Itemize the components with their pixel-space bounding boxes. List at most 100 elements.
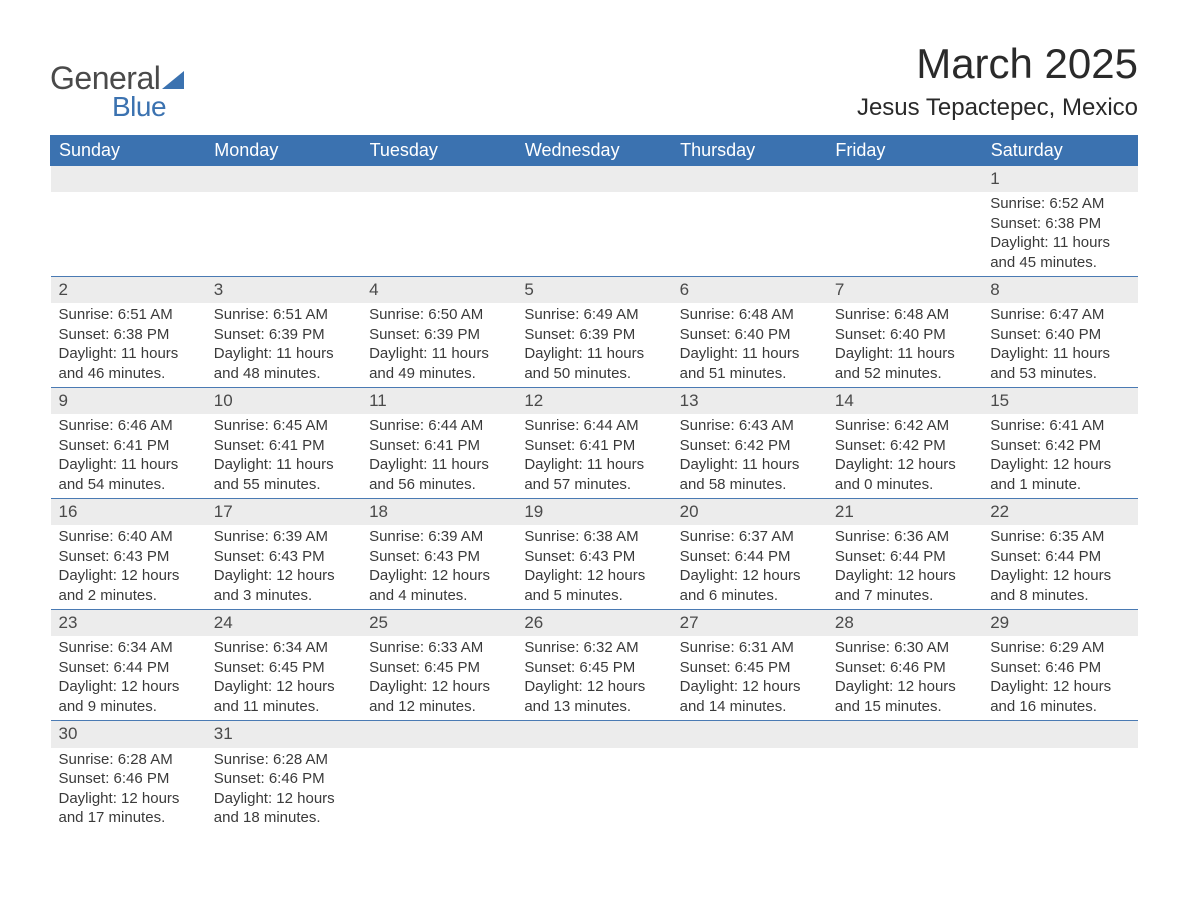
day-number-row: 16171819202122 <box>51 499 1138 526</box>
daylight-text: Daylight: 12 hours and 7 minutes. <box>835 566 974 605</box>
day-number-row: 9101112131415 <box>51 388 1138 415</box>
logo-text-blue: Blue <box>112 91 166 123</box>
sunrise-text: Sunrise: 6:52 AM <box>990 194 1129 214</box>
day-number-cell: 28 <box>827 610 982 637</box>
sunset-text: Sunset: 6:39 PM <box>214 325 353 345</box>
day-number-cell: 29 <box>982 610 1137 637</box>
day-data-cell: Sunrise: 6:51 AMSunset: 6:38 PMDaylight:… <box>51 303 206 388</box>
sunset-text: Sunset: 6:43 PM <box>524 547 663 567</box>
day-number-cell: 9 <box>51 388 206 415</box>
sunset-text: Sunset: 6:44 PM <box>835 547 974 567</box>
sunrise-text: Sunrise: 6:28 AM <box>214 750 353 770</box>
sunrise-text: Sunrise: 6:30 AM <box>835 638 974 658</box>
day-number-cell: 3 <box>206 277 361 304</box>
day-data-cell: Sunrise: 6:34 AMSunset: 6:44 PMDaylight:… <box>51 636 206 721</box>
daylight-text: Daylight: 12 hours and 14 minutes. <box>680 677 819 716</box>
weekday-header-row: SundayMondayTuesdayWednesdayThursdayFrid… <box>51 136 1138 166</box>
sunrise-text: Sunrise: 6:51 AM <box>59 305 198 325</box>
day-number-cell <box>672 721 827 748</box>
day-data-cell: Sunrise: 6:50 AMSunset: 6:39 PMDaylight:… <box>361 303 516 388</box>
location-subtitle: Jesus Tepactepec, Mexico <box>857 94 1138 122</box>
sunrise-text: Sunrise: 6:38 AM <box>524 527 663 547</box>
daylight-text: Daylight: 11 hours and 58 minutes. <box>680 455 819 494</box>
daylight-text: Daylight: 12 hours and 12 minutes. <box>369 677 508 716</box>
day-number-cell: 12 <box>516 388 671 415</box>
day-data-row: Sunrise: 6:52 AMSunset: 6:38 PMDaylight:… <box>51 192 1138 277</box>
day-number-cell: 1 <box>982 166 1137 193</box>
sunrise-text: Sunrise: 6:50 AM <box>369 305 508 325</box>
day-data-cell: Sunrise: 6:45 AMSunset: 6:41 PMDaylight:… <box>206 414 361 499</box>
sunrise-text: Sunrise: 6:32 AM <box>524 638 663 658</box>
day-data-cell <box>361 748 516 832</box>
daylight-text: Daylight: 12 hours and 17 minutes. <box>59 789 198 828</box>
sunset-text: Sunset: 6:46 PM <box>990 658 1129 678</box>
day-data-cell: Sunrise: 6:37 AMSunset: 6:44 PMDaylight:… <box>672 525 827 610</box>
title-block: March 2025 Jesus Tepactepec, Mexico <box>857 40 1138 122</box>
daylight-text: Daylight: 11 hours and 51 minutes. <box>680 344 819 383</box>
sunrise-text: Sunrise: 6:34 AM <box>214 638 353 658</box>
day-data-cell: Sunrise: 6:52 AMSunset: 6:38 PMDaylight:… <box>982 192 1137 277</box>
sunrise-text: Sunrise: 6:46 AM <box>59 416 198 436</box>
day-number-cell <box>672 166 827 193</box>
daylight-text: Daylight: 12 hours and 0 minutes. <box>835 455 974 494</box>
sunrise-text: Sunrise: 6:44 AM <box>369 416 508 436</box>
sunset-text: Sunset: 6:38 PM <box>59 325 198 345</box>
daylight-text: Daylight: 12 hours and 13 minutes. <box>524 677 663 716</box>
day-data-cell: Sunrise: 6:43 AMSunset: 6:42 PMDaylight:… <box>672 414 827 499</box>
sunset-text: Sunset: 6:44 PM <box>990 547 1129 567</box>
day-number-cell: 16 <box>51 499 206 526</box>
daylight-text: Daylight: 12 hours and 2 minutes. <box>59 566 198 605</box>
sunset-text: Sunset: 6:45 PM <box>524 658 663 678</box>
day-data-cell <box>827 192 982 277</box>
day-data-cell: Sunrise: 6:33 AMSunset: 6:45 PMDaylight:… <box>361 636 516 721</box>
day-data-cell: Sunrise: 6:47 AMSunset: 6:40 PMDaylight:… <box>982 303 1137 388</box>
sunset-text: Sunset: 6:40 PM <box>680 325 819 345</box>
day-number-cell <box>516 721 671 748</box>
sunrise-text: Sunrise: 6:33 AM <box>369 638 508 658</box>
sunrise-text: Sunrise: 6:48 AM <box>835 305 974 325</box>
daylight-text: Daylight: 12 hours and 4 minutes. <box>369 566 508 605</box>
sunset-text: Sunset: 6:45 PM <box>214 658 353 678</box>
daylight-text: Daylight: 12 hours and 5 minutes. <box>524 566 663 605</box>
day-data-cell <box>361 192 516 277</box>
weekday-header: Tuesday <box>361 136 516 166</box>
day-number-cell: 5 <box>516 277 671 304</box>
day-number-cell: 22 <box>982 499 1137 526</box>
sunset-text: Sunset: 6:41 PM <box>524 436 663 456</box>
day-number-cell <box>361 721 516 748</box>
day-number-cell <box>361 166 516 193</box>
daylight-text: Daylight: 11 hours and 57 minutes. <box>524 455 663 494</box>
calendar-table: SundayMondayTuesdayWednesdayThursdayFrid… <box>50 135 1138 832</box>
day-data-cell: Sunrise: 6:46 AMSunset: 6:41 PMDaylight:… <box>51 414 206 499</box>
page-header: General Blue March 2025 Jesus Tepactepec… <box>50 40 1138 123</box>
day-number-cell: 21 <box>827 499 982 526</box>
day-data-cell: Sunrise: 6:39 AMSunset: 6:43 PMDaylight:… <box>361 525 516 610</box>
weekday-header: Sunday <box>51 136 206 166</box>
day-number-cell <box>827 721 982 748</box>
sunrise-text: Sunrise: 6:41 AM <box>990 416 1129 436</box>
daylight-text: Daylight: 12 hours and 6 minutes. <box>680 566 819 605</box>
sunrise-text: Sunrise: 6:35 AM <box>990 527 1129 547</box>
sunset-text: Sunset: 6:42 PM <box>680 436 819 456</box>
day-number-cell: 24 <box>206 610 361 637</box>
day-data-row: Sunrise: 6:28 AMSunset: 6:46 PMDaylight:… <box>51 748 1138 832</box>
sunset-text: Sunset: 6:41 PM <box>59 436 198 456</box>
day-number-cell: 30 <box>51 721 206 748</box>
day-data-cell: Sunrise: 6:30 AMSunset: 6:46 PMDaylight:… <box>827 636 982 721</box>
daylight-text: Daylight: 11 hours and 56 minutes. <box>369 455 508 494</box>
day-number-cell: 15 <box>982 388 1137 415</box>
sunrise-text: Sunrise: 6:39 AM <box>214 527 353 547</box>
daylight-text: Daylight: 12 hours and 15 minutes. <box>835 677 974 716</box>
day-data-cell: Sunrise: 6:29 AMSunset: 6:46 PMDaylight:… <box>982 636 1137 721</box>
day-data-cell: Sunrise: 6:40 AMSunset: 6:43 PMDaylight:… <box>51 525 206 610</box>
day-number-cell <box>516 166 671 193</box>
day-data-row: Sunrise: 6:46 AMSunset: 6:41 PMDaylight:… <box>51 414 1138 499</box>
sunrise-text: Sunrise: 6:29 AM <box>990 638 1129 658</box>
day-data-cell: Sunrise: 6:48 AMSunset: 6:40 PMDaylight:… <box>672 303 827 388</box>
daylight-text: Daylight: 11 hours and 50 minutes. <box>524 344 663 383</box>
daylight-text: Daylight: 12 hours and 8 minutes. <box>990 566 1129 605</box>
sunrise-text: Sunrise: 6:44 AM <box>524 416 663 436</box>
day-number-cell <box>982 721 1137 748</box>
day-number-cell: 25 <box>361 610 516 637</box>
weekday-header: Saturday <box>982 136 1137 166</box>
